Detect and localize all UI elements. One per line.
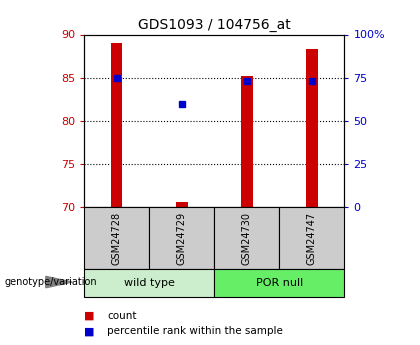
Bar	[84, 269, 214, 297]
Text: ■: ■	[84, 326, 94, 336]
Bar	[111, 43, 122, 207]
Text: GSM24730: GSM24730	[242, 211, 252, 265]
Bar	[84, 207, 149, 269]
Bar	[149, 207, 214, 269]
Text: wild type: wild type	[123, 278, 175, 288]
Text: ■: ■	[84, 311, 94, 321]
Title: GDS1093 / 104756_at: GDS1093 / 104756_at	[138, 18, 291, 32]
Text: GSM24729: GSM24729	[177, 211, 186, 265]
Bar	[176, 202, 187, 207]
Bar	[214, 207, 279, 269]
Text: GSM24747: GSM24747	[307, 211, 317, 265]
Text: percentile rank within the sample: percentile rank within the sample	[107, 326, 283, 336]
Text: genotype/variation: genotype/variation	[4, 277, 97, 287]
Polygon shape	[46, 276, 72, 288]
Bar	[214, 269, 344, 297]
Text: GSM24728: GSM24728	[112, 211, 121, 265]
Bar	[241, 76, 252, 207]
Bar	[279, 207, 344, 269]
Bar	[306, 49, 318, 207]
Text: count: count	[107, 311, 136, 321]
Text: POR null: POR null	[256, 278, 303, 288]
